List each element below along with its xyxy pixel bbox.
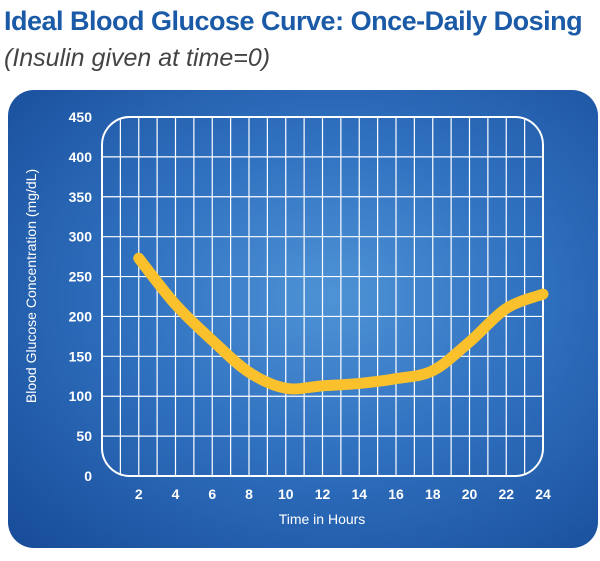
y-tick-label: 250	[69, 269, 93, 285]
x-tick-label: 16	[388, 486, 404, 502]
y-tick-label: 350	[69, 189, 93, 205]
chart-subtitle: (Insulin given at time=0)	[4, 44, 271, 72]
x-tick-label: 20	[462, 486, 478, 502]
y-tick-label: 150	[69, 348, 93, 364]
x-tick-label: 12	[315, 486, 331, 502]
x-tick-labels: 2 4 6 8 10 12 14 16 18 20 22 24	[135, 486, 551, 502]
chart-title: Ideal Blood Glucose Curve: Once-Daily Do…	[4, 6, 583, 36]
y-tick-labels: 0 50 100 150 200 250 300 350 400 450	[69, 109, 93, 484]
y-tick-label: 100	[69, 388, 93, 404]
x-tick-label: 8	[245, 486, 253, 502]
y-tick-label: 0	[84, 468, 92, 484]
y-tick-label: 450	[69, 109, 93, 125]
series-group	[133, 252, 549, 395]
x-tick-label: 22	[498, 486, 514, 502]
y-tick-label: 400	[69, 149, 93, 165]
x-axis-label: Time in Hours	[279, 511, 366, 527]
y-tick-label: 200	[69, 308, 93, 324]
x-tick-label: 2	[135, 486, 143, 502]
series-line-glucose	[133, 252, 549, 395]
x-tick-label: 10	[278, 486, 294, 502]
y-tick-label: 300	[69, 229, 93, 245]
x-tick-label: 14	[351, 486, 367, 502]
x-tick-label: 6	[208, 486, 216, 502]
y-axis-label: Blood Glucose Concentration (mg/dL)	[23, 169, 39, 403]
x-tick-label: 18	[425, 486, 441, 502]
y-tick-label: 50	[76, 428, 92, 444]
x-tick-label: 4	[172, 486, 180, 502]
x-tick-label: 24	[535, 486, 551, 502]
